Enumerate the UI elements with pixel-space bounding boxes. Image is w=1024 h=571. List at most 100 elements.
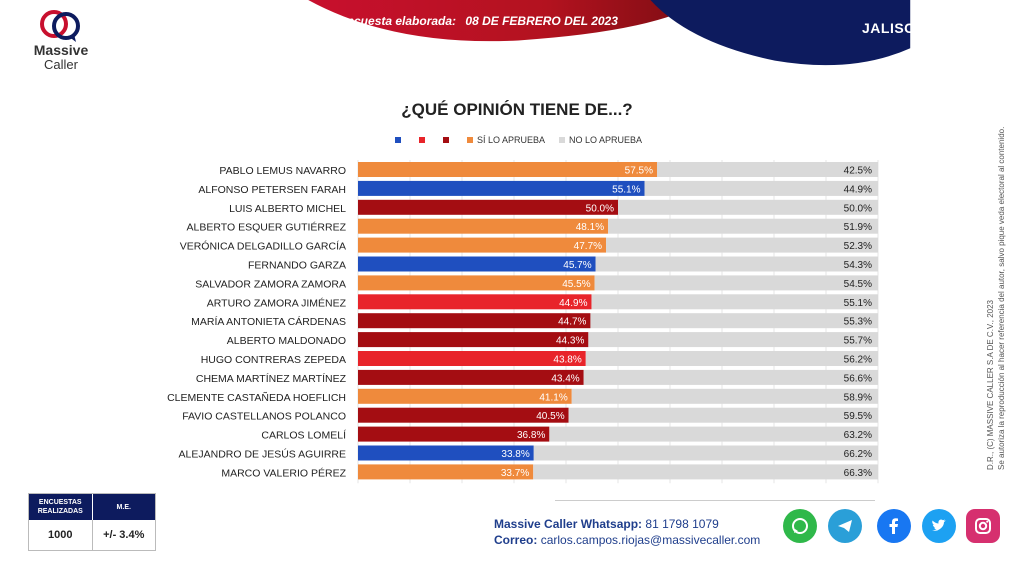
approve-bar bbox=[358, 294, 592, 310]
category-label: CARLOS LOMELÍ bbox=[261, 429, 346, 442]
approve-bar bbox=[358, 180, 645, 196]
instagram-icon[interactable] bbox=[966, 509, 1000, 543]
category-label: FERNANDO GARZA bbox=[248, 260, 346, 272]
legend-swatch bbox=[559, 137, 566, 143]
disapprove-value-label: 55.7% bbox=[844, 336, 872, 347]
disapprove-value-label: 56.6% bbox=[844, 373, 872, 384]
approve-bar bbox=[358, 275, 595, 291]
legend-swatch bbox=[395, 137, 401, 143]
disapprove-value-label: 66.3% bbox=[844, 468, 872, 479]
disapprove-bar bbox=[606, 237, 878, 253]
category-label: ALFONSO PETERSEN FARAH bbox=[198, 184, 346, 196]
category-label: ARTURO ZAMORA JIMÉNEZ bbox=[207, 296, 347, 309]
approve-bar bbox=[358, 162, 657, 177]
legend-swatch bbox=[443, 137, 449, 143]
approve-bar bbox=[358, 407, 569, 423]
category-label: ALEJANDRO DE JESÚS AGUIRRE bbox=[179, 448, 346, 461]
copyright-note: D.R., (C) MASSIVE CALLER S.A DE C.V., 20… bbox=[985, 127, 1007, 470]
disapprove-bar bbox=[533, 445, 878, 461]
approve-bar bbox=[358, 388, 572, 404]
legend-label: SÍ LO APRUEBA bbox=[477, 135, 546, 145]
disapprove-value-label: 52.3% bbox=[844, 241, 872, 252]
telegram-icon[interactable] bbox=[828, 509, 862, 543]
survey-date-label: Última encuesta elaborada: bbox=[300, 14, 457, 28]
disapprove-value-label: 66.2% bbox=[844, 449, 872, 460]
category-label: FAVIO CASTELLANOS POLANCO bbox=[182, 411, 346, 423]
disapprove-bar bbox=[594, 275, 878, 291]
approve-bar bbox=[358, 199, 618, 215]
disapprove-bar bbox=[583, 369, 878, 385]
disapprove-value-label: 55.1% bbox=[844, 298, 872, 309]
disapprove-value-label: 51.9% bbox=[844, 222, 872, 233]
whatsapp-number[interactable]: 81 1798 1079 bbox=[645, 517, 719, 531]
approve-value-label: 44.9% bbox=[559, 298, 587, 309]
brand-logo: Massive Caller bbox=[28, 8, 94, 72]
approve-value-label: 43.4% bbox=[551, 373, 579, 384]
region-label: JALISCO bbox=[862, 20, 927, 36]
divider bbox=[555, 500, 875, 501]
disapprove-bar bbox=[590, 313, 878, 329]
approve-value-label: 40.5% bbox=[536, 411, 564, 422]
survey-stats-table: ENCUESTAS REALIZADAS M.E. 1000 +/- 3.4% bbox=[28, 493, 156, 551]
disapprove-bar bbox=[618, 199, 878, 215]
chart-title: ¿QUÉ OPINIÓN TIENE DE...? bbox=[401, 100, 633, 119]
category-label: LUIS ALBERTO MICHEL bbox=[229, 203, 346, 215]
approve-value-label: 43.8% bbox=[553, 355, 581, 366]
approve-value-label: 36.8% bbox=[517, 430, 545, 441]
approve-bar bbox=[358, 351, 586, 366]
disapprove-value-label: 58.9% bbox=[844, 392, 872, 403]
approve-bar bbox=[358, 426, 550, 442]
disapprove-value-label: 44.9% bbox=[844, 184, 872, 195]
category-label: MARCO VALERIO PÉREZ bbox=[221, 466, 346, 479]
disapprove-bar bbox=[608, 218, 878, 234]
copyright-line: D.R., (C) MASSIVE CALLER S.A DE C.V., 20… bbox=[986, 300, 995, 470]
disapprove-value-label: 56.2% bbox=[844, 355, 872, 366]
disapprove-value-label: 63.2% bbox=[844, 430, 872, 441]
approve-value-label: 45.7% bbox=[563, 260, 591, 271]
approve-value-label: 44.7% bbox=[558, 317, 586, 328]
approve-value-label: 41.1% bbox=[539, 392, 567, 403]
whatsapp-icon[interactable] bbox=[783, 509, 817, 543]
survey-date-line: Última encuesta elaborada: 08 DE FEBRERO… bbox=[300, 14, 624, 28]
disapprove-bar bbox=[588, 332, 878, 348]
margin-error-value: +/- 3.4% bbox=[103, 529, 145, 541]
disapprove-bar bbox=[644, 180, 878, 196]
legend-swatch bbox=[419, 137, 425, 143]
category-label: CHEMA MARTÍNEZ MARTÍNEZ bbox=[196, 372, 347, 385]
approve-value-label: 47.7% bbox=[574, 241, 602, 252]
whatsapp-label: Massive Caller Whatsapp: bbox=[494, 517, 643, 531]
legend-item: SÍ LO APRUEBA bbox=[467, 135, 545, 145]
category-label: HUGO CONTRERAS ZEPEDA bbox=[201, 354, 346, 366]
surveys-header: ENCUESTAS REALIZADAS bbox=[29, 494, 93, 520]
disapprove-bar bbox=[591, 294, 878, 310]
legend-swatch bbox=[467, 137, 473, 143]
legend-item bbox=[419, 137, 429, 143]
twitter-icon[interactable] bbox=[922, 509, 956, 543]
category-label: CLEMENTE CASTAÑEDA HOEFLICH bbox=[167, 391, 346, 404]
disapprove-value-label: 54.3% bbox=[844, 260, 872, 271]
disapprove-value-label: 54.5% bbox=[844, 279, 872, 290]
approve-bar bbox=[358, 445, 534, 461]
approve-value-label: 33.7% bbox=[501, 468, 529, 479]
approve-bar bbox=[358, 369, 584, 385]
surveys-value: 1000 bbox=[29, 520, 93, 550]
disapprove-bar bbox=[571, 388, 878, 404]
email-link[interactable]: carlos.campos.riojas@massivecaller.com bbox=[540, 533, 761, 547]
approve-value-label: 33.8% bbox=[501, 449, 529, 460]
facebook-icon[interactable] bbox=[877, 509, 911, 543]
brand-name-secondary: Caller bbox=[44, 57, 78, 72]
category-label: VERÓNICA DELGADILLO GARCÍA bbox=[180, 240, 346, 253]
approve-value-label: 57.5% bbox=[625, 166, 653, 177]
email-label: Correo: bbox=[494, 533, 538, 547]
disapprove-bar bbox=[657, 162, 878, 177]
legend-label: NO LO APRUEBA bbox=[569, 135, 643, 145]
brand-name: Massive bbox=[33, 42, 89, 58]
disapprove-bar bbox=[595, 256, 878, 272]
disapprove-value-label: 55.3% bbox=[844, 317, 872, 328]
chart-legend: SÍ LO APRUEBA NO LO APRUEBA bbox=[395, 135, 656, 145]
approve-value-label: 45.5% bbox=[562, 279, 590, 290]
legend-item bbox=[443, 137, 453, 143]
survey-date-value: 08 DE FEBRERO DEL 2023 bbox=[465, 14, 618, 28]
disapprove-value-label: 50.0% bbox=[844, 203, 872, 214]
